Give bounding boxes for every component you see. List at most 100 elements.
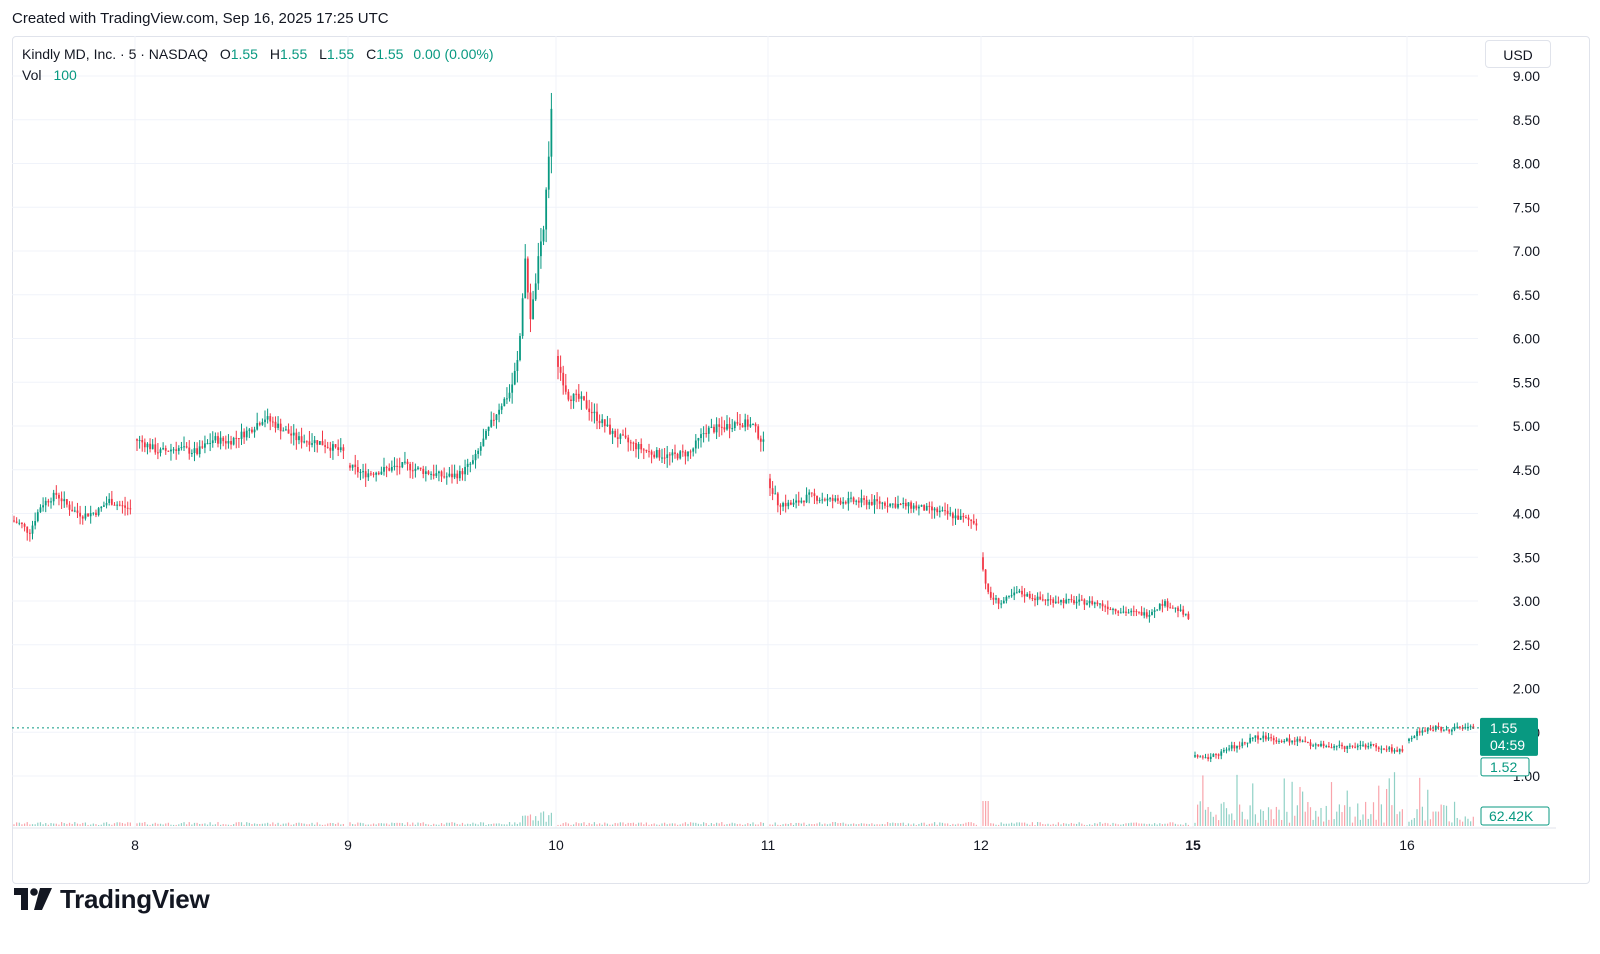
volume-bar — [167, 822, 169, 826]
volume-bar — [550, 812, 552, 826]
symbol-title[interactable]: Kindly MD, Inc. · 5 · NASDAQ — [22, 46, 208, 62]
volume-bar — [855, 824, 857, 826]
candle-body — [1194, 755, 1196, 757]
candle-body — [422, 468, 425, 474]
volume-bar — [593, 822, 595, 826]
volume-bar — [1456, 817, 1458, 826]
candle-body — [1164, 601, 1166, 606]
volume-bar — [334, 824, 337, 826]
volume-bar — [632, 822, 634, 826]
candle-body — [532, 299, 534, 320]
volume-bar — [1050, 824, 1052, 826]
volume-bar — [982, 801, 984, 826]
currency-button[interactable]: USD — [1485, 40, 1551, 68]
candle-body — [1333, 746, 1336, 748]
volume-bar — [562, 823, 564, 826]
volume-bar — [601, 824, 603, 826]
volume-bar — [1052, 823, 1054, 826]
candle-body — [635, 443, 637, 450]
candle-body — [559, 366, 562, 373]
volume-bar — [1029, 824, 1031, 826]
volume-bar — [1448, 821, 1450, 826]
candle-body — [432, 473, 435, 476]
candle-body — [113, 504, 116, 506]
y-tick-label: 7.00 — [1513, 243, 1540, 259]
volume-bar — [435, 824, 437, 826]
volume-bar — [1344, 805, 1346, 826]
candle-body — [580, 396, 583, 399]
candle-body — [668, 454, 671, 456]
candle-body — [1437, 726, 1440, 728]
volume-bar — [76, 823, 79, 826]
candle-body — [910, 502, 912, 509]
volume-bar — [399, 822, 401, 826]
volume-bar — [1470, 821, 1472, 826]
candle-body — [1317, 744, 1320, 747]
volume-bar — [548, 815, 550, 826]
candle-body — [1099, 603, 1101, 605]
volume-bar — [501, 824, 503, 826]
volume-bar — [1083, 824, 1085, 826]
candle-body — [1351, 745, 1354, 747]
candle-body — [349, 465, 351, 468]
candle-body — [1380, 748, 1383, 750]
volume-bar — [105, 822, 108, 826]
volume-bar — [648, 824, 650, 826]
volume-bar — [1260, 809, 1262, 826]
volume-bar — [1008, 823, 1010, 826]
candle-body — [1125, 611, 1127, 613]
volume-bar — [159, 823, 162, 826]
candle-body — [700, 434, 702, 439]
volume-bar — [816, 823, 818, 826]
volume-bar — [1393, 772, 1396, 826]
prev-price-text: 1.52 — [1490, 759, 1517, 775]
volume-bar — [1225, 808, 1228, 826]
volume-bar — [352, 824, 354, 826]
candle-body — [303, 441, 306, 443]
volume-bar — [217, 822, 219, 826]
volume-bar — [1252, 783, 1254, 826]
candle-body — [375, 472, 378, 475]
candle-body — [1450, 729, 1453, 732]
volume-bar — [1359, 819, 1361, 826]
volume-bar — [406, 822, 409, 826]
candle-body — [850, 497, 852, 499]
volume-bar — [222, 824, 224, 826]
volume-bar — [1112, 822, 1114, 826]
candle-body — [526, 258, 529, 293]
volume-label[interactable]: Vol — [22, 67, 42, 83]
volume-bar — [599, 823, 601, 826]
candle-body — [1257, 735, 1259, 740]
candle-body — [87, 513, 89, 517]
volume-bar — [535, 816, 537, 826]
candle-body — [290, 433, 293, 436]
volume-bar — [907, 823, 910, 826]
candle-body — [876, 499, 879, 502]
countdown-text: 04:59 — [1490, 737, 1525, 753]
volume-bar — [540, 812, 542, 826]
candle-body — [1304, 740, 1307, 742]
candle-body — [313, 440, 316, 444]
candle-body — [1047, 599, 1049, 601]
candle-body — [857, 500, 860, 503]
volume-bar — [214, 824, 216, 826]
volume-bar — [679, 824, 681, 826]
candle-body — [438, 471, 440, 474]
candle-body — [398, 466, 401, 468]
tradingview-logo[interactable]: TradingView — [14, 884, 210, 914]
candle-body — [1442, 730, 1445, 732]
candle-body — [305, 441, 308, 443]
volume-bar — [1262, 810, 1264, 826]
volume-bar — [575, 822, 577, 826]
candle-body — [1434, 726, 1437, 730]
volume-bar — [1057, 822, 1059, 826]
volume-bar — [209, 822, 211, 826]
volume-bar — [839, 822, 842, 826]
change-value: 0.00 (0.00%) — [413, 46, 494, 62]
candle-body — [498, 409, 500, 415]
candle-body — [1179, 609, 1182, 611]
candle-body — [1246, 742, 1249, 744]
candle-body — [642, 449, 645, 451]
candle-body — [146, 443, 149, 448]
